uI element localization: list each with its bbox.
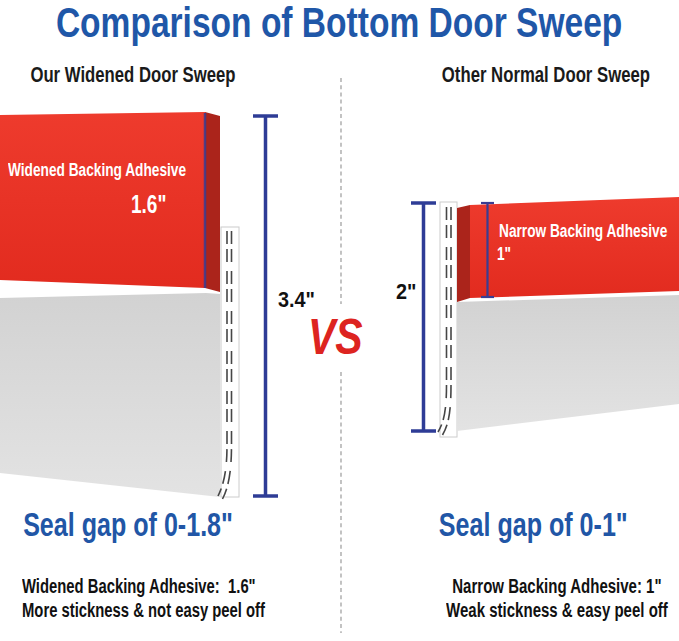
left-sweep-rubber-flap (0, 293, 220, 497)
page-title: Comparison of Bottom Door Sweep (0, 1, 679, 44)
right-adhesive-panel-side (457, 205, 470, 302)
right-footnote-line2: Weak stickness & easy peel off (357, 601, 679, 621)
right-sweep-side-strip (440, 202, 457, 437)
right-footnote-line1: Narrow Backing Adhesive: 1" (357, 577, 679, 597)
right-heading: Other Normal Door Sweep (346, 64, 679, 86)
left-adhesive-width-value: 1.6" (131, 192, 178, 217)
right-sweep-rubber-flap (457, 295, 679, 431)
left-adhesive-panel-side (205, 112, 220, 292)
comparison-infographic: Comparison of Bottom Door Sweep Our Wide… (0, 0, 679, 641)
right-adhesive-label: Narrow Backing Adhesive (499, 222, 679, 240)
left-adhesive-label: Widened Backing Adhesive (8, 161, 242, 179)
left-heading: Our Widened Door Sweep (0, 64, 333, 86)
left-height-measure (253, 116, 278, 496)
right-adhesive-width-value: 1" (497, 245, 516, 263)
left-footnote-line1: Widened Backing Adhesive: 1.6" (22, 577, 329, 597)
vs-label: VS (308, 312, 375, 362)
right-total-height-value: 2" (396, 281, 419, 303)
left-footnote-line2: More stickness & not easy peel off (22, 601, 342, 621)
left-total-height-value: 3.4" (278, 289, 319, 311)
right-seal-gap-label: Seal gap of 0-1" (333, 508, 679, 541)
right-height-measure (411, 203, 436, 431)
left-seal-gap-label: Seal gap of 0-1.8" (0, 508, 328, 541)
left-sweep-side-strip (221, 227, 239, 497)
